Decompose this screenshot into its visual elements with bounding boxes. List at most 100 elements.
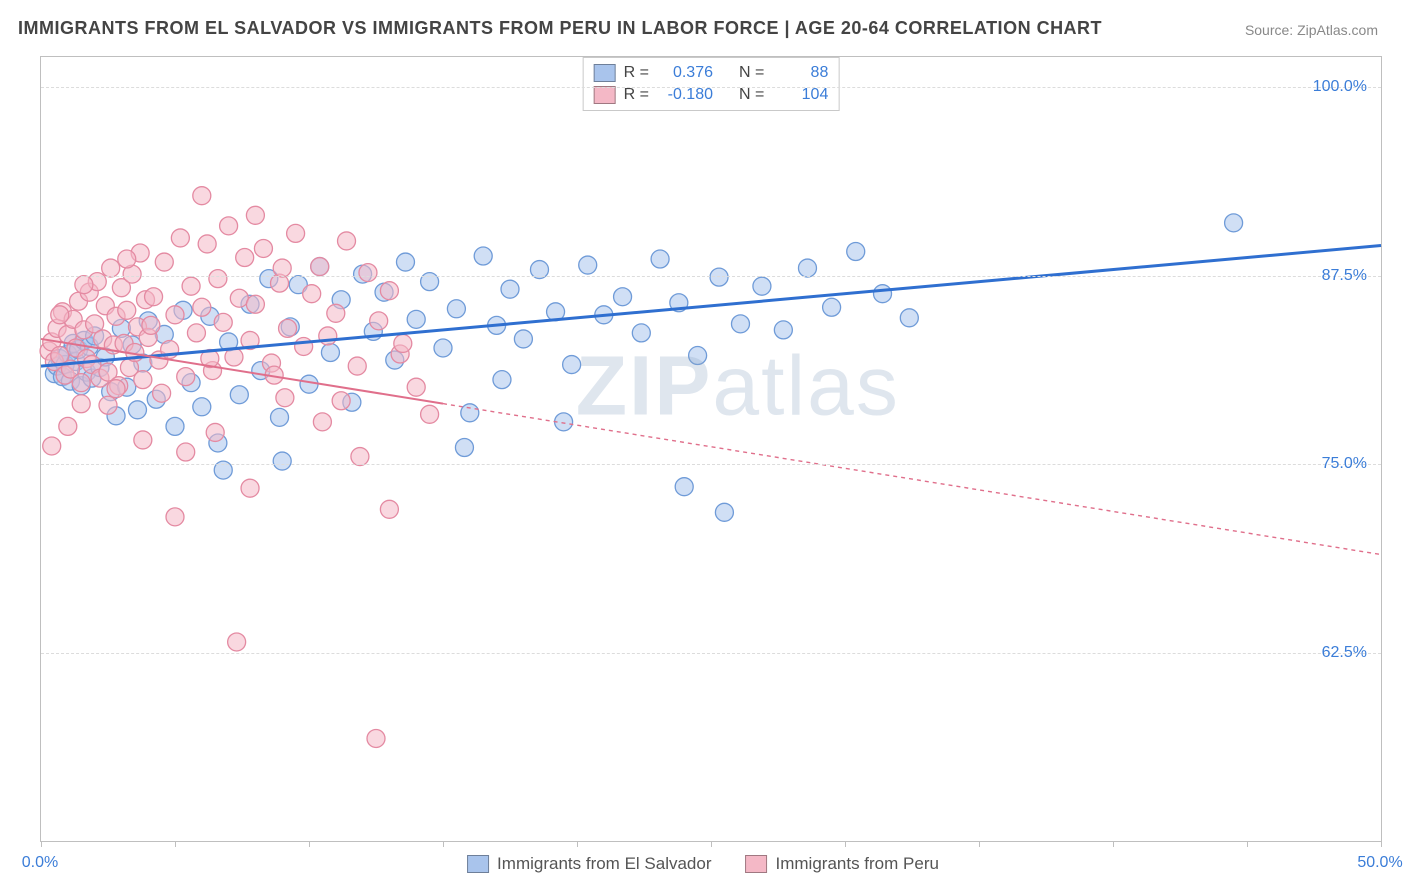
data-point [273,452,291,470]
data-point [177,443,195,461]
data-point [276,389,294,407]
legend-bottom: Immigrants from El SalvadorImmigrants fr… [467,854,939,874]
data-point [209,270,227,288]
data-point [254,239,272,257]
data-point [220,217,238,235]
data-point [193,398,211,416]
data-point [332,392,350,410]
data-point [434,339,452,357]
data-point [99,396,117,414]
legend-r-label: R = [624,86,649,104]
plot-svg [41,57,1381,841]
legend-n-value: 88 [772,64,828,82]
data-point [187,324,205,342]
x-tick-label: 0.0% [22,854,58,872]
x-tick [443,841,444,847]
data-point [407,378,425,396]
data-point [380,500,398,518]
data-point [327,304,345,322]
data-point [142,316,160,334]
data-point [359,264,377,282]
y-tick-label: 62.5% [1322,644,1367,662]
data-point [153,384,171,402]
data-point [43,437,61,455]
gridline [41,653,1381,654]
data-point [847,242,865,260]
data-point [675,478,693,496]
data-point [823,298,841,316]
data-point [651,250,669,268]
data-point [1225,214,1243,232]
x-tick-label: 50.0% [1357,854,1402,872]
y-tick-label: 87.5% [1322,267,1367,285]
y-tick-label: 100.0% [1313,78,1367,96]
data-point [493,371,511,389]
data-point [447,300,465,318]
data-point [134,431,152,449]
data-point [731,315,749,333]
legend-top: R =0.376N =88R =-0.180N =104 [583,57,840,111]
data-point [59,417,77,435]
data-point [198,235,216,253]
legend-r-value: -0.180 [657,86,713,104]
data-point [171,229,189,247]
x-tick [309,841,310,847]
data-point [177,368,195,386]
gridline [41,464,1381,465]
data-point [710,268,728,286]
data-point [279,319,297,337]
chart-title: IMMIGRANTS FROM EL SALVADOR VS IMMIGRANT… [18,18,1102,39]
data-point [407,310,425,328]
data-point [271,408,289,426]
legend-r-value: 0.376 [657,64,713,82]
gridline [41,87,1381,88]
legend-swatch [467,855,489,873]
x-tick [1381,841,1382,847]
data-point [75,276,93,294]
data-point [514,330,532,348]
data-point [134,371,152,389]
data-point [206,423,224,441]
data-point [313,413,331,431]
legend-bottom-label: Immigrants from Peru [776,854,939,874]
x-tick [711,841,712,847]
data-point [900,309,918,327]
data-point [380,282,398,300]
plot-area: R =0.376N =88R =-0.180N =104 ZIPatlas 62… [40,56,1382,842]
data-point [421,405,439,423]
data-point [300,375,318,393]
data-point [295,337,313,355]
x-tick [845,841,846,847]
data-point [155,253,173,271]
data-point [367,729,385,747]
data-point [753,277,771,295]
data-point [614,288,632,306]
source-label: Source: ZipAtlas.com [1245,22,1378,38]
data-point [287,224,305,242]
data-point [461,404,479,422]
data-point [874,285,892,303]
data-point [166,306,184,324]
data-point [351,448,369,466]
data-point [51,306,69,324]
data-point [193,298,211,316]
data-point [118,301,136,319]
data-point [230,386,248,404]
data-point [236,249,254,267]
legend-r-label: R = [624,64,649,82]
x-tick [979,841,980,847]
data-point [455,438,473,456]
data-point [501,280,519,298]
data-point [246,206,264,224]
data-point [396,253,414,271]
data-point [774,321,792,339]
gridline [41,276,1381,277]
x-tick [1247,841,1248,847]
data-point [563,356,581,374]
data-point [579,256,597,274]
data-point [632,324,650,342]
data-point [230,289,248,307]
data-point [715,503,733,521]
data-point [228,633,246,651]
x-tick [1113,841,1114,847]
